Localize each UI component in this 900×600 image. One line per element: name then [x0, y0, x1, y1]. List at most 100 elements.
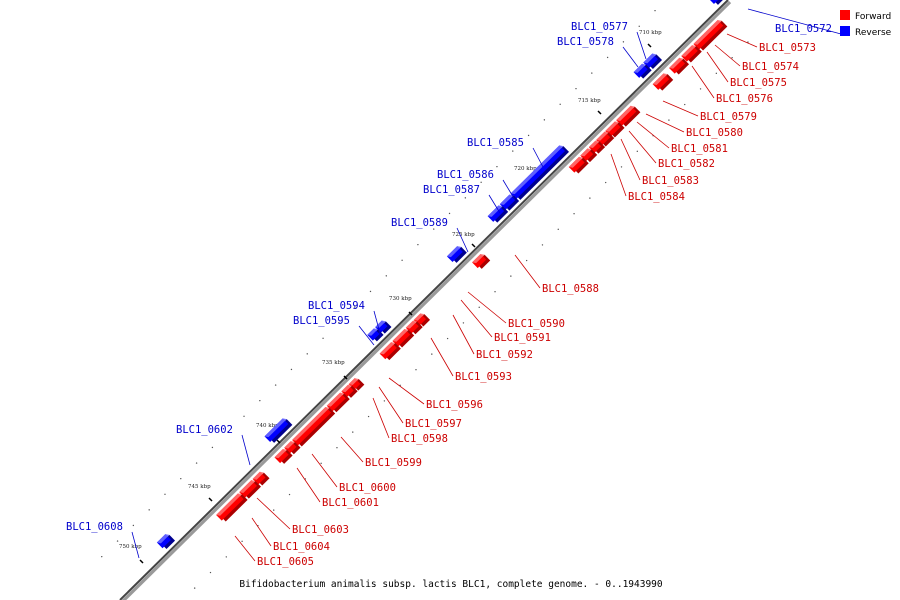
gene-label-blc1-0587[interactable]: BLC1_0587	[423, 184, 480, 196]
label-leaders	[131, 8, 842, 562]
gene-leader	[311, 453, 338, 488]
gene-leader	[502, 179, 516, 201]
gene-label-blc1-0586[interactable]: BLC1_0586	[437, 169, 494, 181]
gene-feature-blc1-0588[interactable]	[472, 253, 491, 269]
major-tick	[471, 243, 476, 248]
gene-leader	[622, 46, 639, 68]
gene-label-blc1-0575[interactable]: BLC1_0575	[730, 77, 787, 89]
gene-label-blc1-0603[interactable]: BLC1_0603	[292, 524, 349, 536]
gene-label-blc1-0593[interactable]: BLC1_0593	[455, 371, 512, 383]
gene-labels: BLC1_0572 BLC1_0573 BLC1_0574 BLC1_0575 BLC1…	[66, 21, 832, 568]
gene-leader	[662, 100, 699, 117]
gene-label-blc1-0598[interactable]: BLC1_0598	[391, 433, 448, 445]
gene-label-blc1-0608[interactable]: BLC1_0608	[66, 521, 123, 533]
gene-feature-blc1-0574[interactable]	[681, 45, 702, 63]
gene-label-blc1-0590[interactable]: BLC1_0590	[508, 318, 565, 330]
gene-leader	[645, 113, 685, 133]
gene-leader	[636, 121, 670, 149]
major-tick	[276, 439, 281, 444]
legend-item-forward[interactable]: Forward	[840, 10, 891, 22]
gene-feature-blc1-0602[interactable]	[264, 418, 293, 443]
major-tick	[408, 311, 413, 316]
gene-feature-blc1-0589[interactable]	[446, 246, 467, 263]
gene-feature-blc1-0575[interactable]	[669, 57, 690, 75]
gene-leader	[452, 314, 475, 355]
gene-feature-blc1-0585[interactable]	[510, 145, 570, 200]
gene-leader	[251, 517, 272, 547]
gene-label-blc1-0588[interactable]: BLC1_0588	[542, 283, 599, 295]
gene-leader	[296, 467, 321, 503]
gene-feature-blc1-0595[interactable]	[367, 328, 384, 342]
gene-label-blc1-0584[interactable]: BLC1_0584	[628, 191, 685, 203]
tick-label: 730 kbp	[389, 296, 412, 302]
tick-label: 735 kbp	[322, 360, 345, 366]
gene-label-blc1-0573[interactable]: BLC1_0573	[759, 42, 816, 54]
gene-feature-blc1-0605[interactable]	[216, 493, 248, 522]
gene-feature-blc1-0572[interactable]	[708, 0, 726, 5]
gene-leader	[430, 337, 454, 377]
gene-feature-blc1-0584[interactable]	[568, 156, 589, 174]
legend-swatch-forward	[840, 10, 850, 20]
gene-feature-blc1-0599[interactable]	[292, 406, 336, 447]
gene-feature-blc1-0592[interactable]	[392, 328, 415, 348]
gene-feature-blc1-0598[interactable]	[326, 392, 350, 413]
gene-label-blc1-0600[interactable]: BLC1_0600	[339, 482, 396, 494]
major-tick	[208, 497, 213, 502]
gene-label-blc1-0589[interactable]: BLC1_0589	[391, 217, 448, 229]
gene-label-blc1-0581[interactable]: BLC1_0581	[671, 143, 728, 155]
gene-label-blc1-0585[interactable]: BLC1_0585	[467, 137, 524, 149]
gene-label-blc1-0592[interactable]: BLC1_0592	[476, 349, 533, 361]
gene-leader	[532, 147, 544, 168]
gene-feature-blc1-0604[interactable]	[239, 480, 262, 499]
gene-leader	[514, 254, 541, 289]
gene-label-blc1-0601[interactable]: BLC1_0601	[322, 497, 379, 509]
gene-feature-blc1-0601[interactable]	[274, 448, 293, 464]
tick-label: 715 kbp	[578, 98, 601, 104]
gene-leader	[636, 31, 647, 60]
legend-label-reverse: Reverse	[855, 28, 892, 38]
gene-label-blc1-0595[interactable]: BLC1_0595	[293, 315, 350, 327]
tick-label: 750 kbp	[119, 544, 142, 550]
gene-label-blc1-0576[interactable]: BLC1_0576	[716, 93, 773, 105]
gene-label-blc1-0604[interactable]: BLC1_0604	[273, 541, 330, 553]
gene-feature-blc1-0577[interactable]	[643, 53, 663, 70]
gene-feature-blc1-0579[interactable]	[616, 105, 641, 127]
gene-feature-blc1-0587[interactable]	[487, 205, 509, 223]
gene-feature-blc1-0578[interactable]	[633, 63, 652, 79]
gene-feature-blc1-0586[interactable]	[499, 194, 520, 211]
gene-label-blc1-0602[interactable]: BLC1_0602	[176, 424, 233, 436]
gene-label-blc1-0605[interactable]: BLC1_0605	[257, 556, 314, 568]
tick-label: 725 kbp	[452, 232, 475, 238]
gene-leader	[747, 8, 842, 35]
gene-leader	[467, 291, 507, 324]
gene-label-blc1-0579[interactable]: BLC1_0579	[700, 111, 757, 123]
gene-leader	[373, 310, 382, 338]
gene-label-blc1-0597[interactable]: BLC1_0597	[405, 418, 462, 430]
gene-label-blc1-0572[interactable]: BLC1_0572	[775, 23, 832, 35]
gene-label-blc1-0580[interactable]: BLC1_0580	[686, 127, 743, 139]
genome-backbone	[119, 0, 732, 600]
major-tick	[647, 43, 652, 48]
gene-label-blc1-0594[interactable]: BLC1_0594	[308, 300, 365, 312]
gene-leader	[460, 299, 493, 338]
gene-leader	[378, 386, 404, 424]
gene-label-blc1-0578[interactable]: BLC1_0578	[557, 36, 614, 48]
gene-label-blc1-0577[interactable]: BLC1_0577	[571, 21, 628, 33]
gene-feature-blc1-0608[interactable]	[156, 534, 176, 550]
gene-feature-blc1-0576[interactable]	[652, 73, 674, 91]
gene-label-blc1-0582[interactable]: BLC1_0582	[658, 158, 715, 170]
gene-leader	[340, 436, 364, 463]
gene-feature-blc1-0593[interactable]	[379, 342, 401, 361]
gene-label-blc1-0599[interactable]: BLC1_0599	[365, 457, 422, 469]
gene-leader	[256, 497, 291, 530]
legend-item-reverse[interactable]: Reverse	[840, 26, 892, 38]
major-tick	[139, 559, 144, 564]
gene-label-blc1-0583[interactable]: BLC1_0583	[642, 175, 699, 187]
gene-label-blc1-0596[interactable]: BLC1_0596	[426, 399, 483, 411]
gene-label-blc1-0591[interactable]: BLC1_0591	[494, 332, 551, 344]
gene-feature-blc1-0573[interactable]	[693, 19, 728, 51]
legend-swatch-reverse	[840, 26, 850, 36]
gene-leader	[714, 44, 741, 67]
gene-label-blc1-0574[interactable]: BLC1_0574	[742, 61, 799, 73]
